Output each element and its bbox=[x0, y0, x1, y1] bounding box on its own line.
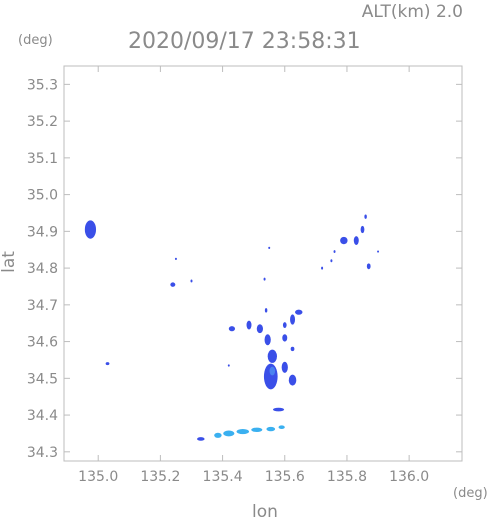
echo-cell bbox=[290, 314, 296, 325]
echo-cell bbox=[377, 250, 380, 253]
y-tick-label: 34.9 bbox=[27, 224, 58, 240]
x-tick-label: 136.0 bbox=[389, 469, 429, 485]
y-tick-label: 34.4 bbox=[27, 408, 58, 424]
x-axis-label: lon bbox=[252, 502, 278, 521]
echo-cell bbox=[272, 407, 285, 412]
y-unit-label: (deg) bbox=[18, 33, 53, 48]
echo-cell bbox=[282, 334, 288, 342]
echo-cell bbox=[190, 279, 193, 283]
echo-cell bbox=[170, 282, 176, 287]
echo-cell bbox=[228, 326, 236, 332]
echo-cell bbox=[366, 263, 371, 270]
echo-cell bbox=[267, 349, 277, 363]
echo-cell bbox=[288, 374, 297, 386]
echo-cell bbox=[364, 214, 367, 219]
y-tick-label: 35.0 bbox=[27, 188, 58, 204]
y-tick-label: 34.3 bbox=[27, 445, 58, 461]
echo-cell bbox=[330, 259, 333, 263]
echo-cell bbox=[84, 220, 97, 239]
echo-cell bbox=[353, 236, 359, 245]
echo-cell bbox=[214, 432, 222, 438]
echo-cell bbox=[105, 362, 110, 366]
echo-cells bbox=[84, 214, 380, 441]
y-tick-label: 34.8 bbox=[27, 261, 58, 277]
plot-frame bbox=[63, 65, 463, 462]
echo-cell bbox=[256, 324, 263, 334]
altitude-label: ALT(km) 2.0 bbox=[362, 2, 463, 22]
echo-cell bbox=[321, 266, 324, 270]
x-tick-label: 135.4 bbox=[203, 469, 243, 485]
echo-cell bbox=[282, 322, 287, 328]
echo-cell bbox=[174, 257, 177, 261]
y-axis-ticks: 34.3 34.4 34.5 34.6 34.7 34.8 34.9 35.0 35.1 35.2… bbox=[27, 77, 462, 461]
echo-cell bbox=[264, 308, 268, 313]
echo-cell bbox=[266, 426, 276, 432]
echo-cell bbox=[333, 250, 336, 254]
echo-cell bbox=[269, 366, 276, 376]
x-tick-label: 135.8 bbox=[327, 469, 367, 485]
y-axis-label: lat bbox=[0, 251, 19, 273]
echo-cell bbox=[246, 320, 252, 330]
y-tick-label: 35.2 bbox=[27, 114, 58, 130]
y-tick-label: 35.3 bbox=[27, 77, 58, 93]
echo-cell bbox=[281, 361, 288, 373]
y-tick-label: 34.7 bbox=[27, 298, 58, 314]
echo-cell bbox=[227, 364, 230, 367]
echo-cell bbox=[197, 437, 205, 441]
echo-cell bbox=[251, 427, 263, 432]
x-axis-ticks: 135.0 135.2 135.4 135.6 135.8 136.0 bbox=[78, 66, 429, 485]
x-tick-label: 135.6 bbox=[265, 469, 305, 485]
y-tick-label: 34.5 bbox=[27, 371, 58, 387]
echo-cell bbox=[278, 425, 285, 430]
echo-cell bbox=[264, 334, 271, 346]
echo-cell bbox=[360, 225, 365, 234]
x-unit-label: (deg) bbox=[453, 486, 488, 501]
echo-cell bbox=[236, 429, 250, 435]
echo-cell bbox=[340, 236, 348, 245]
echo-cell bbox=[290, 346, 295, 352]
timestamp-title: 2020/09/17 23:58:31 bbox=[128, 29, 361, 54]
x-tick-label: 135.2 bbox=[140, 469, 180, 485]
echo-cell bbox=[223, 430, 235, 437]
echo-cell bbox=[295, 309, 303, 315]
x-tick-label: 135.0 bbox=[78, 469, 118, 485]
echo-cell bbox=[263, 277, 266, 281]
y-tick-label: 35.1 bbox=[27, 151, 58, 167]
y-tick-label: 34.6 bbox=[27, 335, 58, 351]
echo-cell bbox=[268, 246, 271, 249]
